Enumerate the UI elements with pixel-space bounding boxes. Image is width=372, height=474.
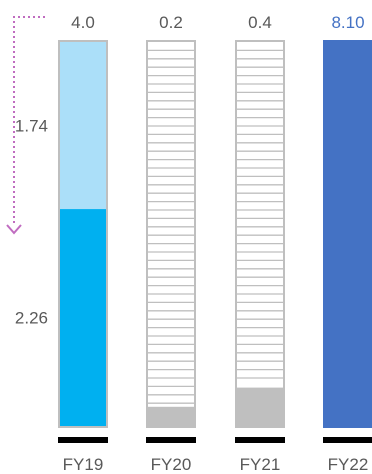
base-line-fy22 xyxy=(323,437,372,443)
top-value-label-fy21: 0.4 xyxy=(248,13,272,32)
segment-label: 1.74 xyxy=(15,117,48,136)
bar-fy22 xyxy=(323,40,372,428)
category-label-fy22: FY22 xyxy=(328,455,369,474)
bar-fy19-segment-1 xyxy=(60,209,106,426)
bar-fill-fy21 xyxy=(237,387,283,426)
category-label-fy20: FY20 xyxy=(151,455,192,474)
base-line-fy21 xyxy=(235,437,285,443)
base-line-fy20 xyxy=(146,437,196,443)
bar-outline-fy21 xyxy=(235,40,285,428)
bar-fy19-segment-2 xyxy=(60,42,106,210)
segment-label: 2.26 xyxy=(15,309,48,328)
bar-outline-fy20 xyxy=(146,40,196,428)
category-label-fy19: FY19 xyxy=(63,455,104,474)
top-value-label-fy19: 4.0 xyxy=(71,13,95,32)
category-label-fy21: FY21 xyxy=(240,455,281,474)
annotation-arrow-head xyxy=(6,224,22,235)
top-value-label-fy20: 0.2 xyxy=(159,13,183,32)
bar-fill-fy20 xyxy=(148,406,194,426)
top-value-label-fy22: 8.10 xyxy=(331,13,364,32)
base-line-fy19 xyxy=(58,437,108,443)
annotation-arrow-line xyxy=(13,16,45,226)
